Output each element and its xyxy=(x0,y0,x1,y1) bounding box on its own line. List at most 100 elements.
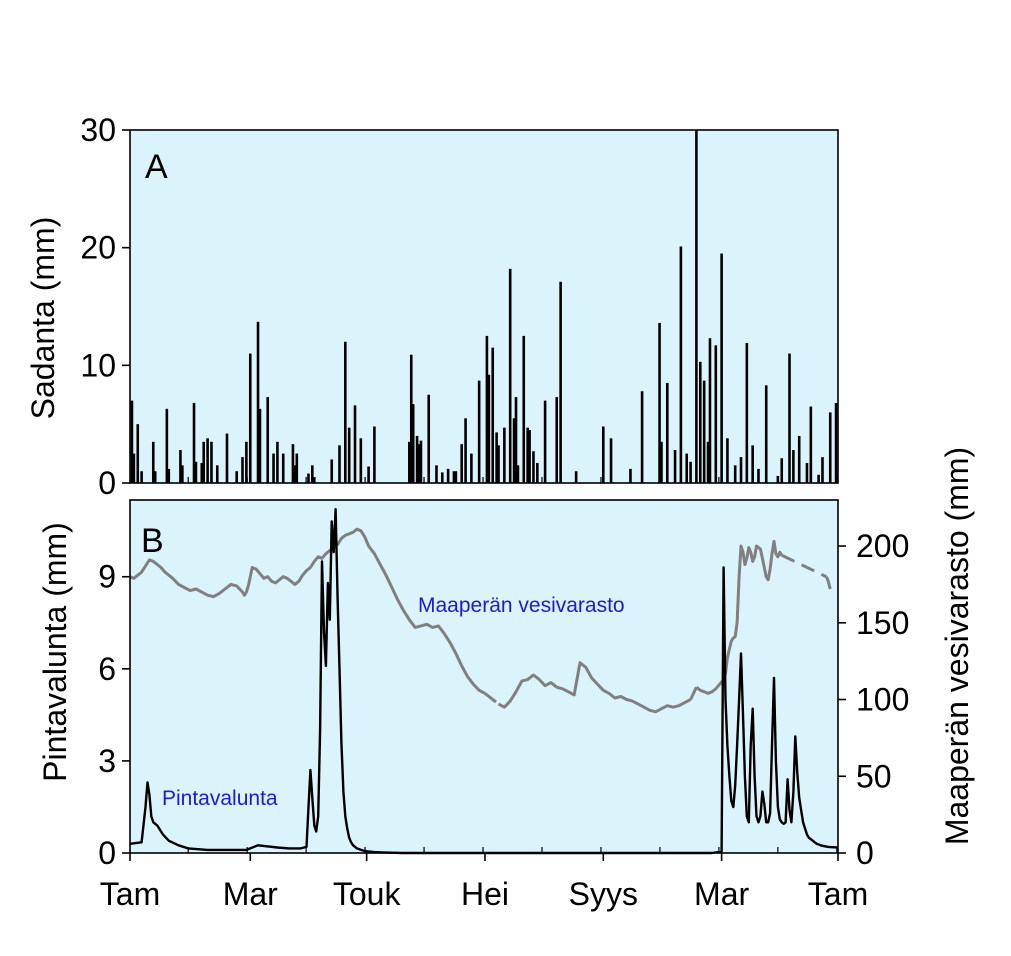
precip-bar xyxy=(528,430,531,483)
precip-bar xyxy=(508,268,512,483)
precip-bar xyxy=(609,438,613,483)
precip-bar xyxy=(200,462,204,483)
precip-bar xyxy=(409,354,413,483)
panel-b-left-y-axis: 0 3 6 9 xyxy=(98,559,130,871)
y2-tick-label: 0 xyxy=(856,835,874,871)
x-tick-label: Mar xyxy=(223,876,278,912)
precip-bar xyxy=(258,408,262,483)
precip-bar xyxy=(679,246,683,483)
y-tick-label: 0 xyxy=(98,465,116,501)
precip-bar xyxy=(330,459,334,483)
precip-bar xyxy=(487,374,491,483)
x-tick-label: Hei xyxy=(461,876,509,912)
y2-tick-label: 100 xyxy=(856,682,909,718)
y-tick-label: 9 xyxy=(98,559,116,595)
y-tick-label: 6 xyxy=(98,651,116,687)
precip-bar xyxy=(165,408,169,483)
precip-bar xyxy=(276,441,279,483)
x-tick-label: Syys xyxy=(569,876,638,912)
precip-bar xyxy=(470,453,473,483)
precip-bar xyxy=(673,450,677,483)
y2-tick-label: 150 xyxy=(856,605,909,641)
panel-b-right-y-axis: 0 50 100 150 200 xyxy=(838,528,909,871)
precip-bar xyxy=(720,253,723,483)
precip-bar xyxy=(373,426,376,483)
precip-bar xyxy=(522,335,526,483)
precip-bar xyxy=(312,477,316,483)
precip-bar xyxy=(828,412,832,483)
precip-bar xyxy=(241,457,244,483)
y2-tick-label: 200 xyxy=(856,528,909,564)
precip-bar xyxy=(745,342,749,483)
precip-bar xyxy=(516,465,520,483)
precip-bar xyxy=(780,458,784,483)
precip-bar xyxy=(660,441,663,483)
precip-bar xyxy=(764,385,768,483)
precip-bar xyxy=(695,130,698,483)
precip-bar xyxy=(733,465,737,483)
precip-bar xyxy=(192,402,196,483)
panel-b-y-axis-title: Pintavalunta (mm) xyxy=(37,522,73,782)
precip-bar xyxy=(805,462,809,483)
precip-bar xyxy=(248,353,252,483)
precip-bar xyxy=(666,382,669,483)
soil-water-dashed-segment xyxy=(484,692,500,706)
precip-bar xyxy=(689,461,692,483)
y-tick-label: 0 xyxy=(98,835,116,871)
precip-bar xyxy=(417,444,421,483)
precip-bar xyxy=(817,474,820,483)
precip-bar xyxy=(454,471,458,483)
precip-bar xyxy=(512,418,516,483)
precip-bar xyxy=(167,468,171,483)
precip-bar xyxy=(726,438,729,483)
precip-bar xyxy=(452,471,456,483)
precip-bar xyxy=(140,471,143,483)
precip-bar xyxy=(281,453,285,483)
precip-bar xyxy=(503,427,506,483)
precip-bar xyxy=(367,466,370,483)
precip-bar xyxy=(411,404,415,483)
precip-bar xyxy=(739,457,743,483)
panel-a-background xyxy=(130,130,838,483)
precip-bar xyxy=(311,465,314,483)
precip-bar xyxy=(698,361,702,483)
precip-bar xyxy=(526,427,529,483)
panel-a-bars xyxy=(130,130,838,483)
precip-bar xyxy=(202,441,206,483)
precip-bar xyxy=(809,406,813,483)
panel-b-tag: B xyxy=(141,522,164,560)
precip-bar xyxy=(708,338,712,483)
runoff-annotation: Pintavalunta xyxy=(162,787,278,810)
precip-bar xyxy=(206,438,209,483)
precip-bar xyxy=(435,465,438,483)
x-tick-label: Tam xyxy=(808,876,868,912)
precip-bar xyxy=(640,391,644,483)
precip-bar xyxy=(485,335,489,483)
precip-bar xyxy=(353,405,357,483)
panel-a-frame xyxy=(129,129,839,484)
precip-bar xyxy=(291,444,295,483)
precip-bar xyxy=(130,400,134,483)
y-tick-label: 3 xyxy=(98,743,116,779)
precip-bar xyxy=(792,450,795,483)
precip-bar xyxy=(514,397,518,483)
precip-bar xyxy=(347,427,351,483)
precip-bar xyxy=(440,472,444,483)
precip-bar xyxy=(235,471,238,483)
precip-bar xyxy=(788,353,791,483)
precip-bar xyxy=(751,445,754,483)
precip-bar xyxy=(460,444,463,483)
precip-bar xyxy=(408,441,411,483)
precip-bar xyxy=(477,380,481,483)
precip-bar xyxy=(464,418,467,483)
precip-bar xyxy=(706,441,710,483)
panel-b-x-axis: Tam Mar Touk Hei Syys Mar Tam xyxy=(100,847,868,912)
x-tick-label: Touk xyxy=(333,876,402,912)
precip-bar xyxy=(181,465,184,483)
precip-bar xyxy=(132,453,136,483)
precip-bar xyxy=(415,435,419,483)
precip-bar xyxy=(658,322,661,483)
soil-water-dashed-segment xyxy=(689,686,698,701)
precip-bar xyxy=(256,321,260,483)
